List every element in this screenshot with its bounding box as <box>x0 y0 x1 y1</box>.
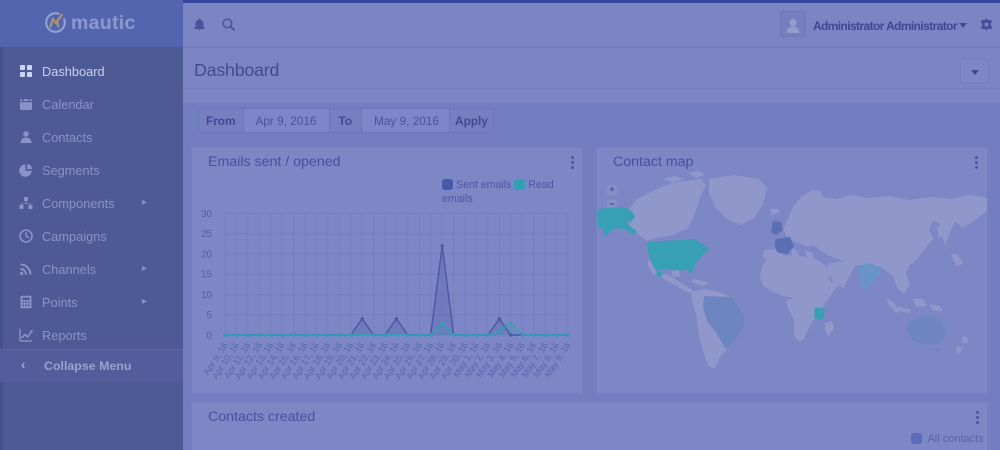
svg-text:10: 10 <box>201 290 212 301</box>
svg-text:20: 20 <box>201 249 212 260</box>
svg-text:5: 5 <box>207 310 213 321</box>
svg-text:25: 25 <box>201 229 212 240</box>
svg-text:15: 15 <box>201 270 212 281</box>
svg-text:0: 0 <box>207 331 213 342</box>
svg-text:30: 30 <box>201 209 212 220</box>
